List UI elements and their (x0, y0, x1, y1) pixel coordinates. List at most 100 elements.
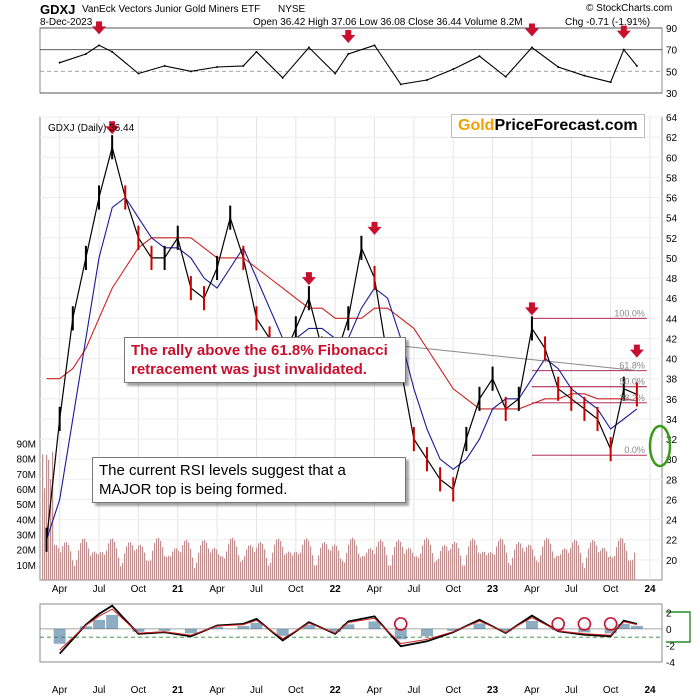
ma200-line (46, 237, 637, 410)
volume-bar (284, 554, 286, 580)
x-tick-label: Apr (209, 685, 225, 696)
volume-bar (360, 557, 362, 580)
rsi-point (478, 55, 481, 58)
volume-bar (132, 545, 134, 580)
volume-bar (590, 542, 592, 580)
down-arrow-icon (367, 221, 382, 235)
volume-bar (88, 548, 90, 580)
volume-bar (532, 549, 534, 580)
volume-bar (400, 541, 402, 580)
volume-bar (476, 545, 478, 580)
rsi-point (281, 76, 284, 79)
volume-bar (460, 555, 462, 580)
volume-bar (458, 547, 460, 580)
volume-bar (106, 550, 108, 580)
volume-bar (536, 560, 538, 580)
volume-bar (300, 552, 302, 580)
volume-tick-label: 50M (17, 500, 36, 511)
rsi-tick-label: 90 (666, 24, 678, 35)
volume-bar (94, 551, 96, 580)
volume-bar (304, 539, 306, 580)
volume-bar (280, 540, 282, 580)
price-tick-label: 32 (666, 435, 678, 446)
price-tick-label: 40 (666, 355, 678, 366)
volume-bar (540, 555, 542, 580)
volume-bar (578, 545, 580, 580)
x-tick-label: 22 (330, 685, 342, 696)
fib-label: 38.2% (619, 393, 645, 403)
volume-bar (86, 542, 88, 580)
volume-bar (206, 542, 208, 580)
volume-bar (78, 550, 80, 580)
volume-bar (492, 553, 494, 580)
volume-bar (316, 564, 318, 580)
macd-top-marker (551, 617, 565, 631)
volume-tick-label: 60M (17, 485, 36, 496)
macd-top-marker (577, 617, 592, 631)
volume-bar (278, 538, 280, 580)
rsi-point (58, 61, 61, 64)
volume-bar (328, 549, 330, 580)
volume-bar (184, 540, 186, 580)
volume-bar (318, 555, 320, 580)
fib-label: 0.0% (624, 445, 645, 455)
macd-top-marker (603, 617, 618, 631)
rsi-point (425, 79, 428, 81)
volume-bar (324, 542, 326, 580)
volume-bar (154, 543, 156, 580)
down-arrow-icon (341, 30, 356, 43)
volume-bar (82, 539, 84, 580)
volume-bar (634, 552, 636, 580)
volume-bar (526, 546, 528, 580)
volume-bar (538, 562, 540, 580)
macd-histogram-bar (250, 622, 263, 629)
volume-bar (412, 552, 414, 580)
volume-bar (586, 557, 588, 580)
x-tick-label: 23 (487, 685, 499, 696)
volume-bar (232, 537, 234, 580)
volume-bar (298, 554, 300, 580)
volume-bar (96, 553, 98, 580)
volume-bar (424, 539, 426, 580)
macd-histogram-bar (158, 628, 171, 631)
volume-bar (632, 559, 634, 580)
volume-bar (524, 551, 526, 580)
volume-bar (406, 549, 408, 580)
volume-bar (200, 545, 202, 580)
volume-bar (554, 557, 556, 580)
fib-callout: The rally above the 61.8% Fibonacci retr… (124, 337, 406, 383)
x-tick-label: Apr (209, 584, 225, 595)
volume-bar (572, 542, 574, 580)
volume-bar (144, 552, 146, 580)
volume-bar (326, 544, 328, 580)
volume-bar (468, 546, 470, 580)
volume-bar (466, 555, 468, 580)
volume-tick-label: 20M (17, 546, 36, 557)
volume-bar (226, 551, 228, 580)
volume-bar (604, 548, 606, 580)
x-tick-label: Oct (288, 584, 304, 595)
volume-bar (252, 547, 254, 580)
x-tick-label: Jul (93, 685, 106, 696)
volume-bar (162, 547, 164, 580)
volume-bar (472, 538, 474, 580)
volume-bar (128, 542, 130, 580)
volume-bar (216, 549, 218, 580)
volume-bar (334, 544, 336, 580)
price-tick-label: 30 (666, 455, 678, 466)
volume-bar (494, 554, 496, 580)
volume-bar (60, 552, 62, 580)
volume-bar (146, 560, 148, 580)
volume-bar (246, 549, 248, 580)
volume-bar (230, 538, 232, 580)
volume-bar (428, 539, 430, 580)
volume-bar (224, 558, 226, 580)
volume-bar (600, 550, 602, 580)
volume-bar (46, 454, 48, 580)
date-label: 8-Dec-2023 (40, 17, 93, 28)
price-tick-label: 22 (666, 536, 678, 547)
volume-bar (168, 555, 170, 580)
volume-bar (346, 552, 348, 580)
volume-bar (408, 547, 410, 580)
volume-bar (568, 552, 570, 580)
